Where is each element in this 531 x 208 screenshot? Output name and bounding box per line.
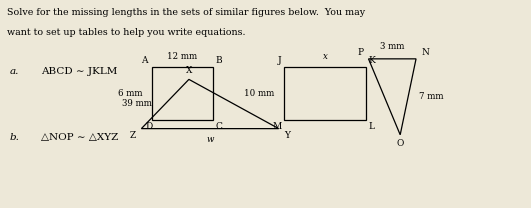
Text: 10 mm: 10 mm [244,89,275,98]
Text: K: K [369,56,375,65]
Text: D: D [145,123,153,131]
Text: Solve for the missing lengths in the sets of similar figures below.  You may: Solve for the missing lengths in the set… [7,7,365,17]
Text: b.: b. [10,133,19,142]
Text: ABCD ∼ JKLM: ABCD ∼ JKLM [41,67,117,76]
Text: M: M [272,123,281,131]
Text: C: C [215,123,222,131]
Text: Z: Z [130,131,136,140]
Text: x: x [322,52,328,61]
Text: 6 mm: 6 mm [118,89,142,98]
Bar [284,67,366,120]
Text: 39 mm: 39 mm [122,99,152,109]
Text: 3 mm: 3 mm [380,42,405,51]
Text: △NOP ∼ △XYZ: △NOP ∼ △XYZ [41,133,118,142]
Text: a.: a. [10,67,19,76]
Bar [152,67,213,120]
Text: J: J [278,56,281,65]
Text: X: X [186,66,192,75]
Text: w: w [207,135,213,144]
Text: P: P [357,48,363,57]
Text: B: B [215,56,222,65]
Text: 7 mm: 7 mm [418,92,443,101]
Text: A: A [141,56,148,65]
Text: Y: Y [284,131,290,140]
Text: 12 mm: 12 mm [167,52,198,61]
Text: want to set up tables to help you write equations.: want to set up tables to help you write … [7,28,245,37]
Text: O: O [397,139,404,148]
Text: N: N [421,48,429,57]
Text: L: L [369,123,374,131]
